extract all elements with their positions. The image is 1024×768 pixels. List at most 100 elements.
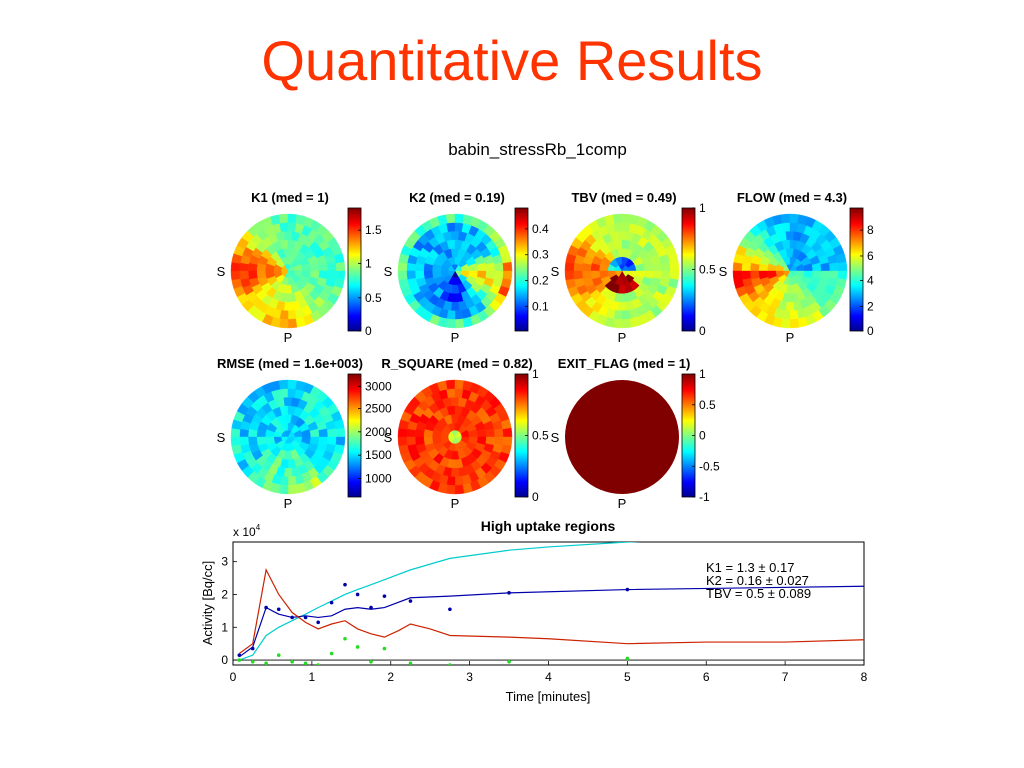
map-segment [502,270,513,281]
map-segment [397,436,408,447]
map-segment [621,310,631,320]
polar-map-rmse: RMSE (med = 1.6e+003)SLP3000250020001500… [217,356,392,511]
x-tick-label: 3 [466,670,473,684]
map-segment [829,262,839,272]
y-tick-label: 0 [221,653,228,667]
map-label-septal: S [384,264,393,279]
map-segment [494,262,504,272]
x-tick-label: 7 [782,670,789,684]
map-title: K1 (med = 1) [251,190,329,205]
map-label-posterior: P [618,330,627,345]
series-point-2 [264,605,268,610]
x-tick-label: 6 [703,670,710,684]
series-point-2 [355,592,360,597]
map-segment [283,467,293,478]
colorbar-tick-label: 1.5 [365,223,382,237]
map-segment [335,436,346,447]
map-segment [279,222,289,232]
map-label-septal: S [217,430,226,445]
map-segment [230,261,241,272]
map-segment [230,436,241,447]
map-segment [573,270,583,280]
map-segment [785,301,795,312]
x-tick-label: 8 [861,670,868,684]
map-segment [617,230,627,241]
map-label-posterior: P [451,330,460,345]
colorbar-tick-label: 0 [699,429,706,443]
map-segment [335,270,346,281]
map-segment [613,222,623,232]
colorbar [347,207,362,332]
colorbar-tick-label: 0.3 [532,248,549,262]
series-point-2 [303,615,308,620]
colorbar-tick-label: 0.5 [532,429,549,443]
map-title: R_SQUARE (med = 0.82) [381,356,532,371]
map-segment [669,261,680,272]
colorbar-tick-label: 0 [699,324,706,338]
map-segment [445,318,456,329]
map-segment [283,396,293,407]
colorbar-tick-label: 0 [867,324,874,338]
map-segment [397,270,408,281]
map-segment [454,310,464,320]
map-segment [450,467,460,478]
colorbar-tick-label: 1500 [365,448,392,462]
x-tick-label: 5 [624,670,631,684]
map-label-posterior: P [618,496,627,511]
map-segment [837,261,848,272]
slide-title: Quantitative Results [261,29,763,92]
map-segment [327,428,337,438]
polar-map-tbv: TBV (med = 0.49)SLP10.50 [551,190,716,345]
map-segment [230,427,241,438]
map-segment [239,436,249,446]
y-multiplier-label: x 104 [233,523,261,539]
map-segment [446,388,456,398]
map-segment [454,213,465,224]
series-point-4 [303,661,308,665]
map-segment [454,476,464,486]
series-point-4 [290,659,294,664]
series-point-2 [276,607,281,612]
map-segment [278,379,289,390]
map-segment [287,476,297,486]
series-point-2 [237,653,242,657]
series-point-4 [369,659,373,664]
map-segment [450,230,460,241]
series-point-2 [408,599,413,603]
series-point-4 [408,661,413,665]
map-segment [785,230,795,241]
map-segment [445,379,456,390]
plot-area [232,541,865,666]
map-segment [454,484,465,495]
map-segment [239,270,249,280]
map-segment [789,213,800,224]
map-segment [445,213,456,224]
series-point-2 [625,587,630,592]
series-point-4 [625,656,630,661]
colorbar-tick-label: 6 [867,249,874,263]
colorbar [849,207,864,332]
map-label-posterior: P [284,330,293,345]
map-segment [446,222,456,232]
colorbar-tick-label: 4 [867,274,874,288]
series-point-4 [355,645,360,649]
polar-map-k1: K1 (med = 1)SLP1.510.50 [217,190,382,345]
uptake-chart: High uptake regions x 104 0 1 2 3 4 5 6 7 80123 … [200,518,868,704]
map-segment [450,396,460,407]
map-segment [335,427,346,438]
series-point-2 [316,620,320,625]
colorbar-tick-label: 0.5 [365,291,382,305]
map-title: RMSE (med = 1.6e+003) [217,356,363,371]
map-segment [397,261,408,272]
map-segment [445,484,456,495]
series-point-2 [343,582,347,587]
map-label-septal: S [384,430,393,445]
colorbar-tick-label: 0.1 [532,299,549,313]
series-point-4 [276,653,281,657]
map-segment [781,222,791,232]
annotation-tbv: TBV = 0.5 ± 0.089 [706,586,811,601]
map-title: EXIT_FLAG (med = 1) [558,356,691,371]
colorbar-tick-label: 8 [867,223,874,237]
map-segment [454,318,465,329]
map-segment [335,261,346,272]
